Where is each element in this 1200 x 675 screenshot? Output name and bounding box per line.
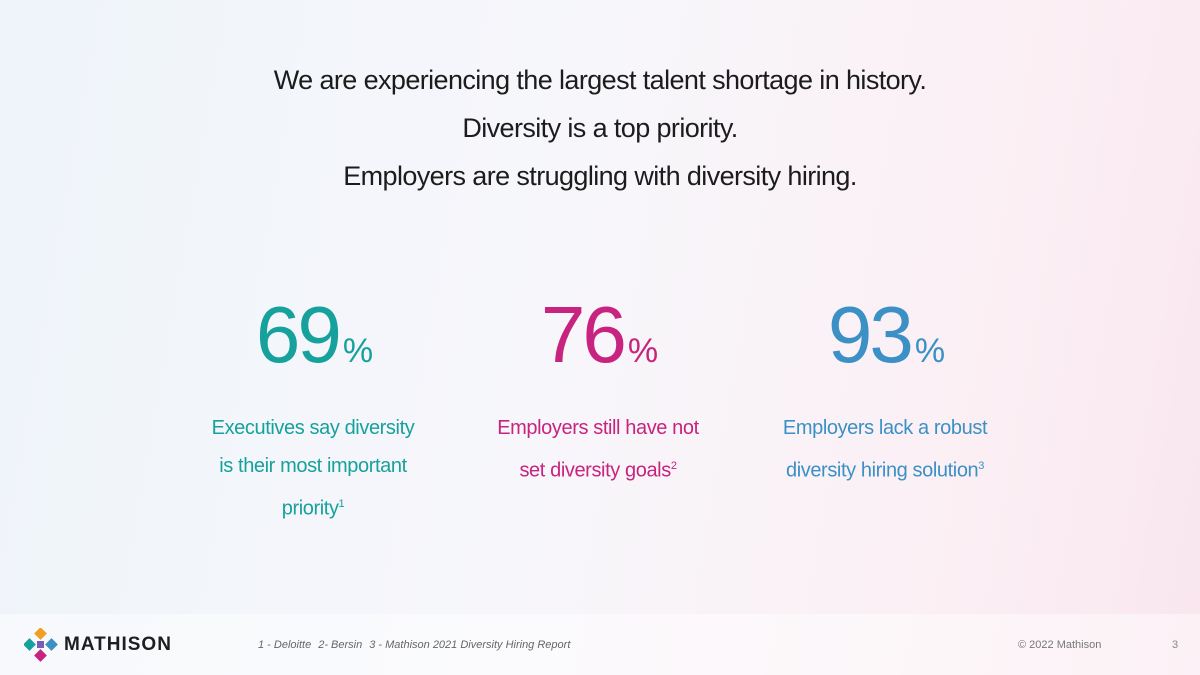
header-line: We are experiencing the largest talent s… [273, 65, 927, 95]
stat-number: 76% [468, 285, 728, 401]
footnote-ref: 3 [978, 460, 985, 472]
stat-unit: % [914, 332, 945, 370]
footnote-ref: 1 [338, 498, 345, 510]
source: 3 - Mathison 2021 Diversity Hiring Repor… [369, 639, 571, 651]
stat: 76% Employers still have not set diversit… [468, 285, 728, 490]
page-number: 3 [1172, 639, 1179, 651]
stat-unit: % [627, 332, 658, 370]
stat-description: Executives say diversity is their most i… [203, 409, 423, 528]
stat-text: Employers lack a robust diversity hiring… [782, 417, 988, 482]
stat-value: 76 [540, 290, 627, 379]
header-line: Diversity is a top priority. [462, 113, 738, 143]
header: We are experiencing the largest talent s… [0, 56, 1200, 200]
stat-description: Employers still have not set diversity g… [488, 409, 708, 490]
brand: MATHISON [64, 634, 172, 655]
stat-number: 93% [755, 285, 1015, 401]
stat-value: 93 [827, 290, 914, 379]
stat-text: Executives say diversity is their most i… [211, 417, 415, 520]
footnote-ref: 2 [670, 460, 677, 472]
stat-text: Employers still have not set diversity g… [497, 417, 699, 482]
footer: MATHISON 1 - Deloitte 2- Bersin 3 - Mathis… [0, 614, 1200, 675]
stat-description: Employers lack a robust diversity hiring… [775, 409, 995, 490]
logo-icon [24, 628, 58, 662]
copyright: © 2022 Mathison [1018, 639, 1102, 651]
stat: 69% Executives say diversity is their mos… [183, 285, 443, 528]
stat-unit: % [342, 332, 373, 370]
source: 2- Bersin [318, 639, 363, 651]
stat: 93% Employers lack a robust diversity hir… [755, 285, 1015, 490]
header-line: Employers are struggling with diversity … [343, 161, 857, 191]
source: 1 - Deloitte [258, 639, 312, 651]
sources: 1 - Deloitte 2- Bersin 3 - Mathison 2021 D… [258, 639, 577, 651]
stat-value: 69 [255, 290, 342, 379]
stat-number: 69% [183, 285, 443, 401]
